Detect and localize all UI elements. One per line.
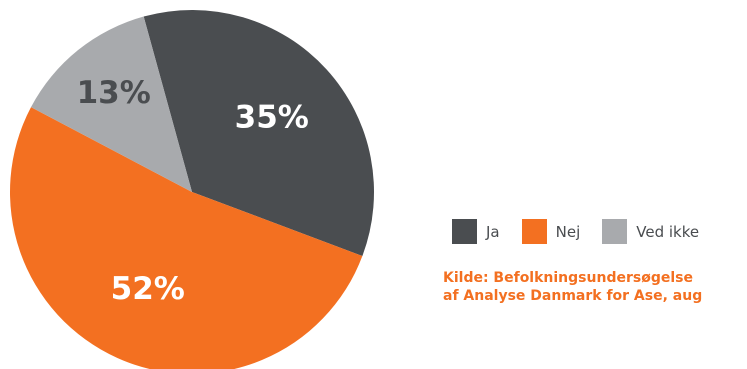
source-note: Kilde: Befolkningsundersøgelse af Analys… [443,269,702,305]
legend-swatch-ved-ikke [602,219,627,244]
source-line-2: af Analyse Danmark for Ase, aug [443,287,702,305]
legend-label-ja: Ja [486,223,500,241]
legend-label-nej: Nej [556,223,581,241]
legend-swatch-ja [452,219,477,244]
pie-label-ved-ikke: 13% [77,75,151,111]
legend: Ja Nej Ved ikke [452,219,721,244]
legend-label-ved-ikke: Ved ikke [636,223,699,241]
pie-label-ja: 35% [235,100,309,136]
legend-swatch-nej [522,219,547,244]
source-line-1: Kilde: Befolkningsundersøgelse [443,269,702,287]
legend-item-ved-ikke: Ved ikke [602,219,699,244]
legend-item-nej: Nej [522,219,581,244]
legend-item-ja: Ja [452,219,500,244]
pie-slices [10,10,374,369]
pie-label-nej: 52% [111,271,185,307]
